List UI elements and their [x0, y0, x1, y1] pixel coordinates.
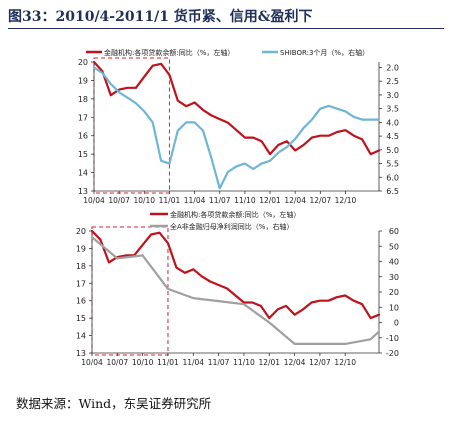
x-tick-label: 12/01: [258, 358, 280, 367]
x-tick-label: 11/01: [159, 196, 181, 205]
y-right-tick-label: 4.0: [386, 118, 399, 127]
series-line-blue: [92, 66, 381, 190]
y-left-tick-label: 16: [78, 132, 88, 141]
x-tick-label: 12/04: [284, 358, 306, 367]
y-right-tick-label: 10: [389, 303, 399, 312]
series-line-gray: [90, 236, 381, 345]
legend-label: SHIBOR:3个月（%，右轴）: [280, 48, 369, 57]
y-left-tick-label: 17: [78, 113, 88, 122]
x-tick-label: 10/10: [133, 196, 155, 205]
y-right-tick-label: 6.5: [386, 187, 399, 196]
x-tick-label: 11/01: [157, 358, 179, 367]
y-right-tick-label: 40: [389, 258, 399, 267]
y-right-tick-label: 3.0: [386, 91, 399, 100]
x-tick-label: 11/10: [234, 196, 256, 205]
y-left-tick-label: 15: [78, 150, 88, 159]
x-tick-label: 11/04: [182, 358, 204, 367]
y-right-tick-label: 6.0: [386, 173, 399, 182]
y-left-tick-label: 20: [76, 227, 86, 236]
legend-label: 金融机构:各项贷款余额:同比（%，左轴）: [170, 210, 300, 219]
source-note: 数据来源：Wind，东吴证券研究所: [16, 396, 212, 411]
x-tick-label: 12/10: [335, 196, 357, 205]
x-tick-label: 12/07: [310, 196, 332, 205]
y-left-tick-label: 14: [78, 169, 88, 178]
x-tick-label: 10/04: [81, 358, 103, 367]
y-right-tick-label: 20: [389, 288, 399, 297]
y-right-tick-label: 2.5: [386, 77, 399, 86]
y-right-tick-label: 5.0: [386, 146, 399, 155]
legend-label: 全A非金融归母净利润同比（%，右轴）: [170, 222, 293, 231]
y-right-tick-label: 0: [394, 319, 399, 328]
y-right-tick-label: 30: [389, 273, 399, 282]
y-right-tick-label: -10: [386, 334, 399, 343]
legend-label: 金融机构:各项贷款余额:同比（%，左轴）: [104, 48, 234, 57]
y-left-tick-label: 14: [76, 332, 86, 341]
series-line-red: [90, 229, 381, 320]
y-left-tick-label: 13: [78, 187, 88, 196]
x-tick-label: 11/10: [233, 358, 255, 367]
y-left-tick-label: 19: [78, 76, 88, 85]
y-right-tick-label: 4.5: [386, 132, 399, 141]
y-right-tick-label: 3.5: [386, 105, 399, 114]
x-tick-label: 10/07: [107, 358, 129, 367]
x-tick-label: 11/07: [209, 196, 231, 205]
y-right-tick-label: 60: [389, 227, 399, 236]
y-left-tick-label: 13: [76, 349, 86, 358]
x-tick-label: 12/04: [284, 196, 306, 205]
figure-title: 图33：2010/4-2011/1 货币紧、信用&盈利下: [8, 9, 313, 25]
x-tick-label: 12/01: [259, 196, 281, 205]
x-tick-label: 12/07: [309, 358, 331, 367]
x-tick-label: 12/10: [334, 358, 356, 367]
y-right-tick-label: 2.0: [386, 63, 399, 72]
series-line-red: [92, 60, 381, 156]
x-tick-label: 11/07: [208, 358, 230, 367]
y-right-tick-label: 5.5: [386, 160, 399, 169]
y-right-tick-label: -20: [386, 349, 399, 358]
y-left-tick-label: 18: [78, 95, 88, 104]
title-divider: [8, 28, 444, 29]
x-tick-label: 11/04: [184, 196, 206, 205]
y-left-tick-label: 17: [76, 279, 86, 288]
x-tick-label: 10/04: [83, 196, 105, 205]
y-left-tick-label: 18: [76, 262, 86, 271]
x-tick-label: 10/07: [108, 196, 130, 205]
y-right-tick-label: 50: [389, 242, 399, 251]
y-left-tick-label: 16: [76, 297, 86, 306]
x-tick-label: 10/10: [132, 358, 154, 367]
y-left-tick-label: 15: [76, 314, 86, 323]
y-left-tick-label: 20: [78, 58, 88, 67]
y-left-tick-label: 19: [76, 244, 86, 253]
